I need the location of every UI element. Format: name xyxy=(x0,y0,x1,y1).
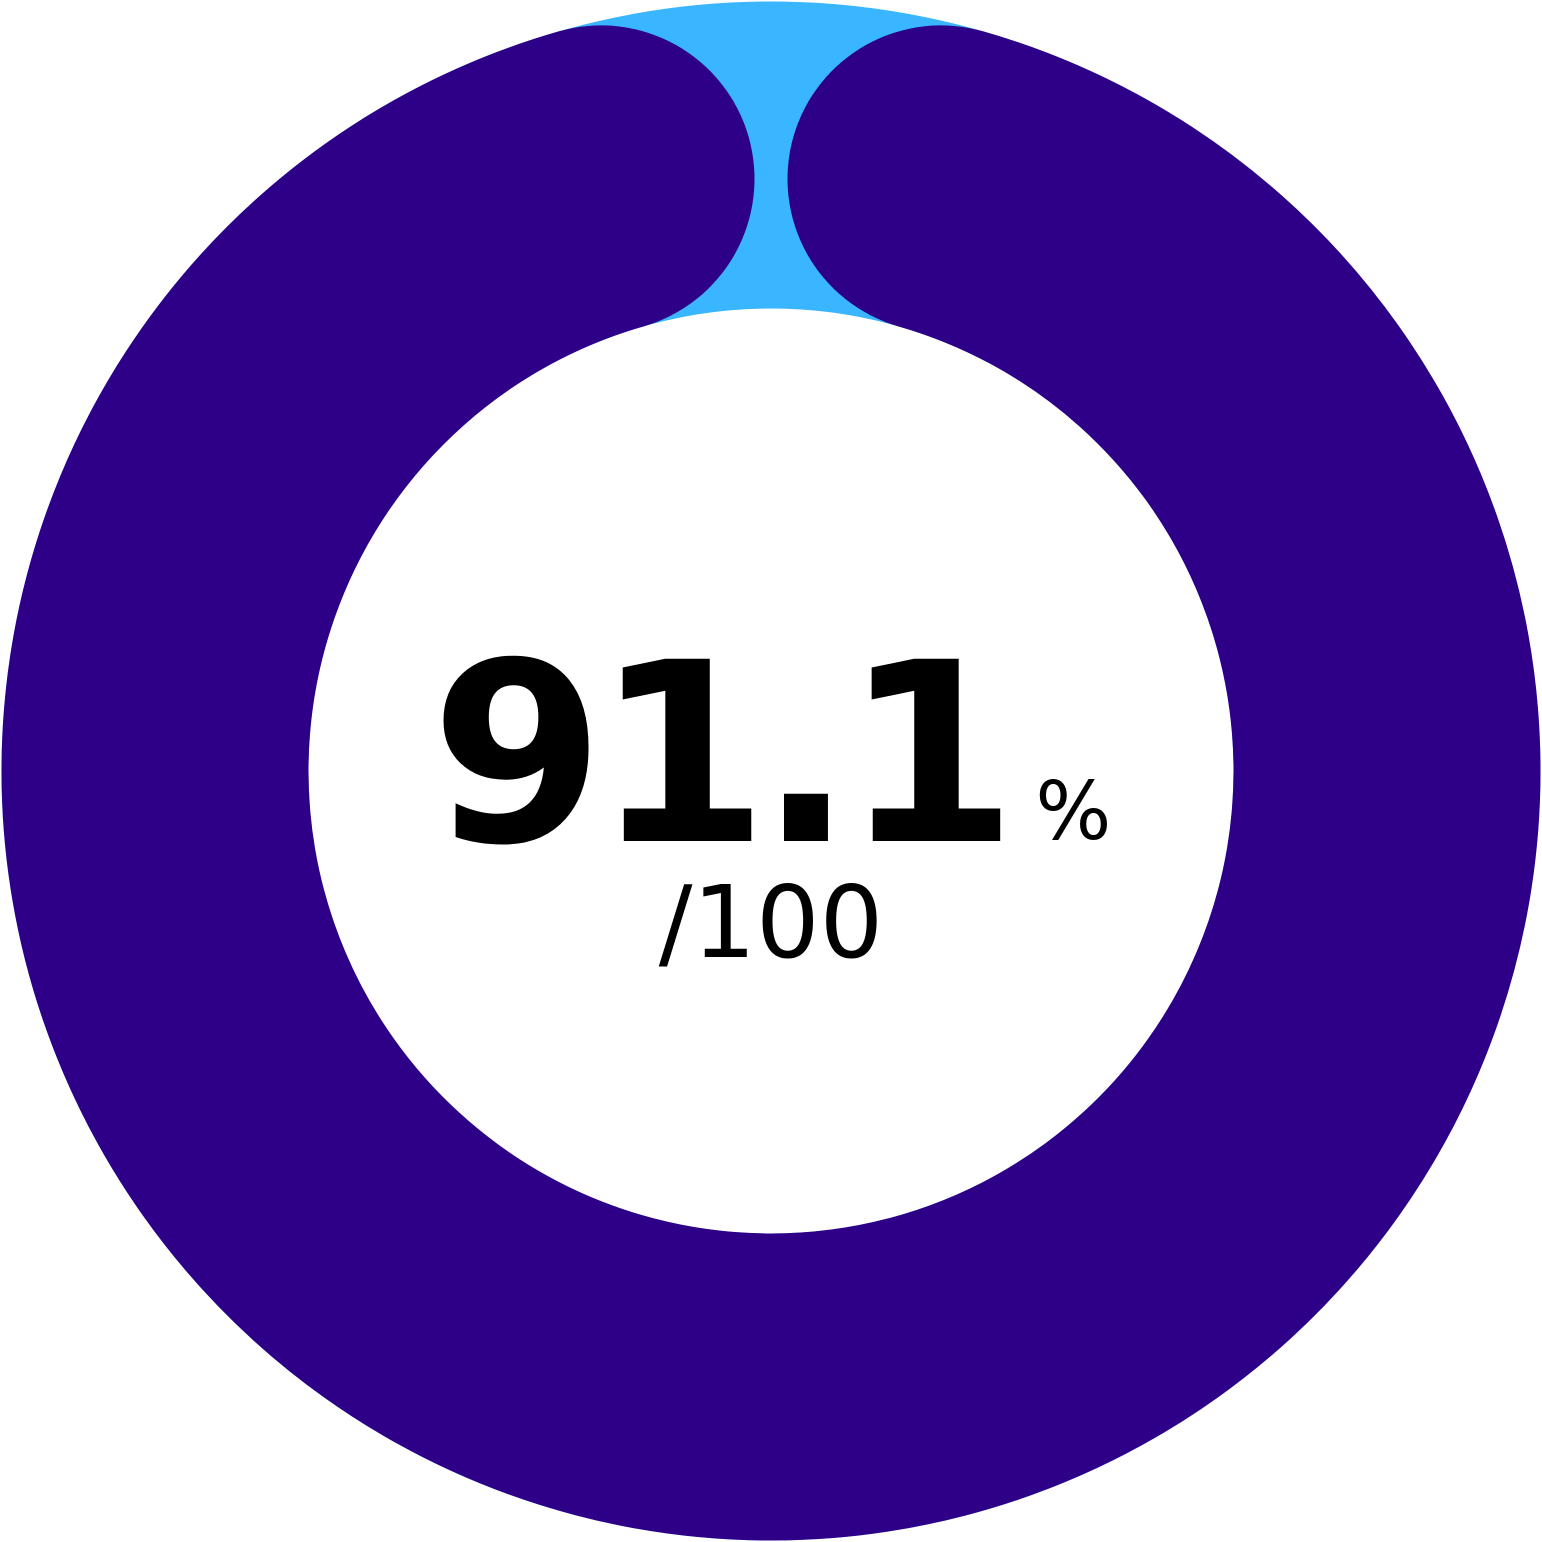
score-unit: % xyxy=(1035,765,1112,858)
score-value: 91.1 xyxy=(430,609,1018,900)
score-readout: 91.1 % xyxy=(0,630,1542,880)
gauge-progress-arc xyxy=(1,25,1541,1541)
score-max: /100 xyxy=(658,864,884,981)
